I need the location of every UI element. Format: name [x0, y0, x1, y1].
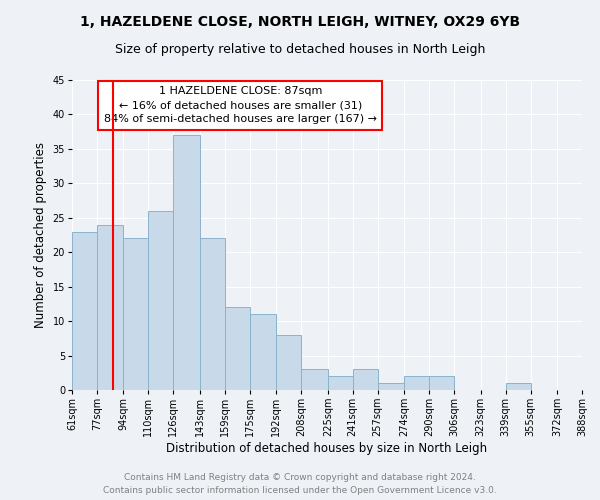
- Bar: [200, 238, 225, 390]
- Text: 1 HAZELDENE CLOSE: 87sqm
← 16% of detached houses are smaller (31)
84% of semi-d: 1 HAZELDENE CLOSE: 87sqm ← 16% of detach…: [104, 86, 377, 124]
- Bar: [506, 383, 530, 390]
- Text: Size of property relative to detached houses in North Leigh: Size of property relative to detached ho…: [115, 42, 485, 56]
- Bar: [173, 135, 200, 390]
- Bar: [429, 376, 454, 390]
- X-axis label: Distribution of detached houses by size in North Leigh: Distribution of detached houses by size …: [166, 442, 488, 455]
- Bar: [301, 370, 328, 390]
- Bar: [328, 376, 353, 390]
- Bar: [97, 224, 124, 390]
- Bar: [225, 308, 250, 390]
- Bar: [124, 238, 148, 390]
- Bar: [148, 211, 173, 390]
- Bar: [277, 335, 301, 390]
- Bar: [250, 314, 277, 390]
- Bar: [377, 383, 404, 390]
- Bar: [72, 232, 97, 390]
- Y-axis label: Number of detached properties: Number of detached properties: [34, 142, 47, 328]
- Bar: [353, 370, 377, 390]
- Text: 1, HAZELDENE CLOSE, NORTH LEIGH, WITNEY, OX29 6YB: 1, HAZELDENE CLOSE, NORTH LEIGH, WITNEY,…: [80, 15, 520, 29]
- Bar: [404, 376, 429, 390]
- Text: Contains HM Land Registry data © Crown copyright and database right 2024.
Contai: Contains HM Land Registry data © Crown c…: [103, 473, 497, 495]
